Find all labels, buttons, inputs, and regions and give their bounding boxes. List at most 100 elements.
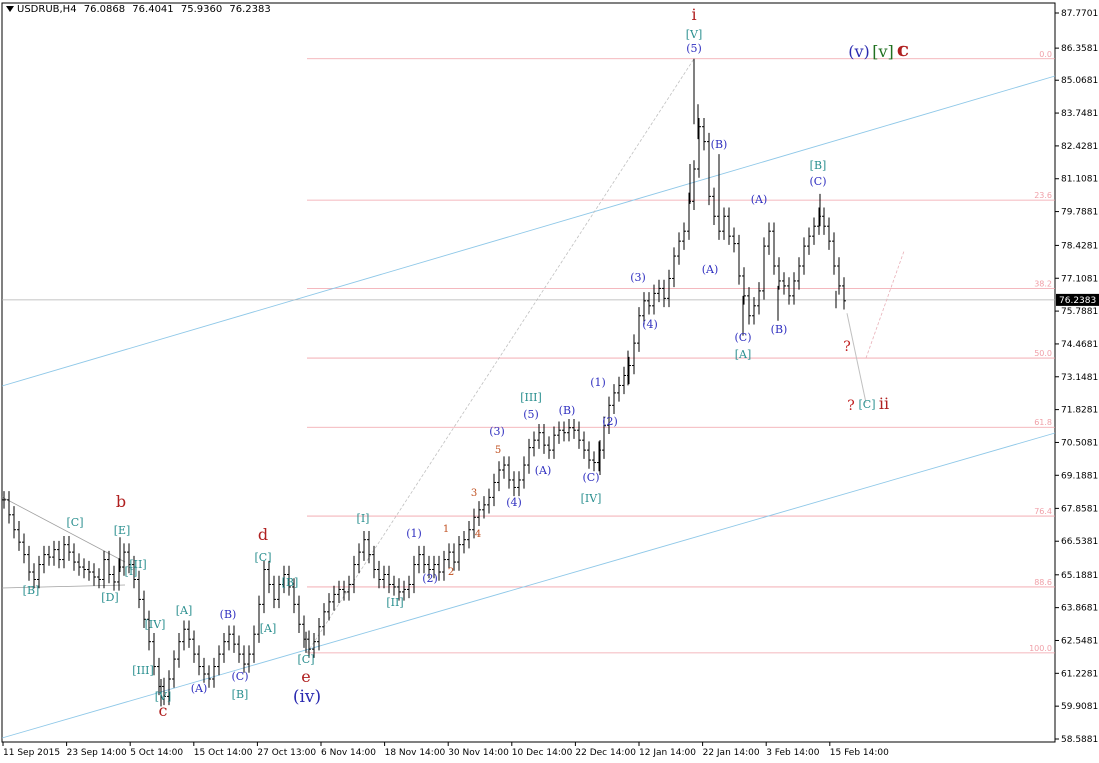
y-tick-label: 66.5381 — [1061, 537, 1098, 547]
y-tick-label: 63.8681 — [1061, 604, 1098, 614]
x-tick-label: 10 Dec 14:00 — [512, 748, 573, 758]
fib-level-label: 88.6 — [1034, 578, 1052, 587]
wave-label: (5) — [523, 408, 539, 421]
low-value: 75.9360 — [180, 4, 223, 15]
wave-label: (1) — [406, 527, 422, 540]
y-tick-label: 87.7701 — [1061, 9, 1098, 19]
wave-label: [II] — [386, 596, 403, 609]
wave-label: (3) — [489, 425, 505, 438]
x-tick-label: 27 Oct 13:00 — [257, 748, 316, 758]
y-tick-label: 67.8581 — [1061, 504, 1098, 514]
x-tick-label: 15 Oct 14:00 — [194, 748, 253, 758]
wave-label: [C] — [859, 398, 876, 411]
wave-label: (A) — [702, 263, 719, 276]
y-tick-label: 69.1881 — [1061, 471, 1098, 481]
wave-label: (B) — [771, 323, 788, 336]
x-tick-label: 30 Nov 14:00 — [448, 748, 509, 758]
wave-label: (B) — [220, 608, 237, 621]
x-tick-label: 22 Jan 14:00 — [703, 748, 760, 758]
x-tick-label: 6 Nov 14:00 — [321, 748, 376, 758]
wave-label: [C] — [255, 551, 272, 564]
wave-label: (2) — [602, 415, 618, 428]
wave-label: [IV] — [581, 492, 602, 505]
wave-label: (C) — [810, 175, 827, 188]
projection-line-ii — [846, 313, 867, 403]
symbol-label: USDRUB,H4 — [17, 4, 77, 15]
x-tick-label: 23 Sep 14:00 — [67, 748, 127, 758]
y-tick-label: 70.5081 — [1061, 438, 1098, 448]
current-price-label: 76.2383 — [1059, 296, 1096, 306]
wave-label: 2 — [448, 567, 454, 578]
wave-label: [III] — [132, 664, 154, 677]
wave-label: [D] — [101, 591, 118, 604]
open-value: 76.0868 — [83, 4, 126, 15]
wave-label: ii — [879, 394, 889, 413]
y-tick-label: 81.1081 — [1061, 175, 1098, 185]
x-tick-label: 3 Feb 14:00 — [766, 748, 820, 758]
wave-label: (1) — [590, 376, 606, 389]
wave-label: [A] — [735, 348, 752, 361]
y-tick-label: 71.8281 — [1061, 406, 1098, 416]
wave-label: c — [897, 37, 909, 61]
x-tick-label: 15 Feb 14:00 — [830, 748, 889, 758]
x-tick-label: 22 Dec 14:00 — [575, 748, 636, 758]
y-tick-label: 78.4281 — [1061, 241, 1098, 251]
wave-label: [C] — [67, 516, 84, 529]
y-tick-label: 86.3581 — [1061, 44, 1098, 54]
x-tick-label: 12 Jan 14:00 — [639, 748, 696, 758]
fib-level-label: 38.2 — [1034, 279, 1052, 288]
channel-upper-line — [1, 75, 1056, 387]
wave-label: [V] — [155, 690, 172, 703]
wave-label: 5 — [495, 445, 501, 456]
wave-label: ? — [843, 339, 851, 355]
fib-level-label: 0.0 — [1039, 50, 1052, 59]
wave-label: (4) — [506, 496, 522, 509]
wave-label: (2) — [422, 572, 438, 585]
plot-frame — [1, 2, 1056, 743]
wave-label: [IV] — [145, 618, 166, 631]
y-tick-label: 61.2281 — [1061, 669, 1098, 679]
fib-level-label: 61.8 — [1034, 418, 1052, 427]
y-tick-label: 85.0681 — [1061, 76, 1098, 86]
channel-lower-line — [1, 432, 1056, 739]
wave-label: [B] — [232, 688, 249, 701]
y-tick-label: 83.7481 — [1061, 109, 1098, 119]
wave-label: (v) — [848, 42, 870, 61]
wave-label: (5) — [686, 42, 702, 55]
y-tick-label: 73.1481 — [1061, 373, 1098, 383]
wave-label: (C) — [232, 670, 249, 683]
wave-label: [I] — [357, 512, 370, 525]
wave-label: b — [116, 492, 126, 511]
projection-line-i — [306, 58, 695, 654]
current-price-box — [1056, 293, 1099, 306]
fib-level-label: 100.0 — [1029, 644, 1052, 653]
wave-label: 4 — [475, 529, 481, 540]
wave-label: e — [301, 667, 310, 686]
wave-label: [C] — [298, 653, 315, 666]
trend-line-base — [1, 584, 126, 589]
wave-label: [B] — [282, 576, 299, 589]
wave-label: (A) — [751, 193, 768, 206]
x-tick-label: 11 Sep 2015 — [3, 748, 60, 758]
wave-label: [B] — [810, 159, 827, 172]
wave-label: [II] — [129, 558, 146, 571]
fib-level-label: 23.6 — [1034, 191, 1052, 200]
y-tick-label: 75.7881 — [1061, 307, 1098, 317]
wave-label: 3 — [471, 488, 477, 499]
y-tick-label: 65.1881 — [1061, 571, 1098, 581]
wave-label: [E] — [114, 524, 131, 537]
wave-label: (A) — [535, 464, 552, 477]
wave-label: [v] — [872, 42, 894, 61]
y-tick-label: 79.7881 — [1061, 208, 1098, 218]
close-value: 76.2383 — [229, 4, 271, 15]
chart-header: USDRUB,H4 76.0868 76.4041 75.9360 76.238… — [6, 4, 275, 15]
high-value: 76.4041 — [132, 4, 174, 15]
wave-label: (C) — [583, 471, 600, 484]
wave-label: [I] — [125, 565, 138, 578]
wave-label: (A) — [191, 682, 208, 695]
dropdown-triangle-icon — [6, 6, 14, 12]
wave-label: c — [159, 701, 168, 720]
wave-label: (B) — [711, 138, 728, 151]
fib-level-label: 50.0 — [1034, 349, 1052, 358]
